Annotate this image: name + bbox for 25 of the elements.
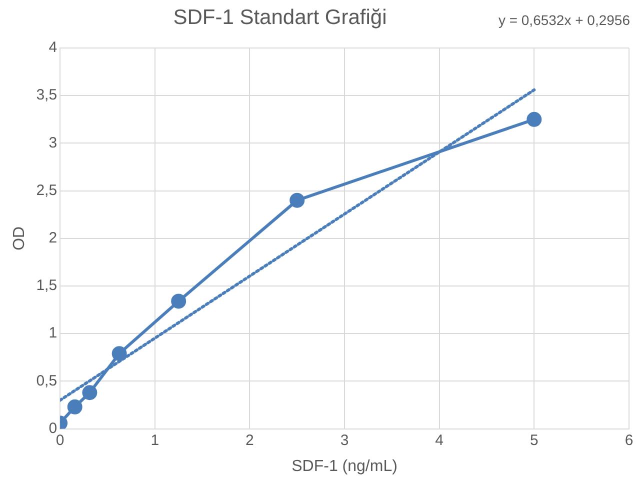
text: y = 0,6532x + 0,2956	[497, 12, 630, 28]
point	[67, 399, 82, 414]
y-axis-title: OD	[11, 226, 28, 250]
x-tick-label: 2	[246, 432, 254, 449]
y-tick-label: 2	[48, 230, 58, 247]
y-tick-label: 0	[48, 420, 58, 437]
point	[112, 346, 127, 362]
y-tick-label: 1	[48, 324, 58, 342]
x-axis-title: SDF-1 (ng/mL)	[292, 458, 398, 475]
y-tick-label: 2,5	[36, 182, 58, 199]
x-tick-label: 4	[435, 432, 444, 449]
point	[171, 294, 186, 309]
y-tick-label: 4	[48, 39, 58, 56]
point	[526, 112, 542, 127]
y-tick-label: 3	[48, 134, 58, 152]
y-tick-label: 1,5	[36, 277, 58, 294]
x-tick-label: 6	[624, 432, 634, 449]
x-tick-label: 5	[530, 432, 538, 449]
point	[290, 192, 305, 208]
chart-title: SDF-1 Standart Grafiği	[172, 6, 388, 30]
y-tick-label: 3,5	[36, 86, 58, 104]
x-tick-label: 3	[340, 432, 349, 449]
y-tick-label: 0,5	[36, 372, 58, 390]
point	[82, 385, 98, 400]
x-tick-label: 1	[150, 432, 160, 449]
